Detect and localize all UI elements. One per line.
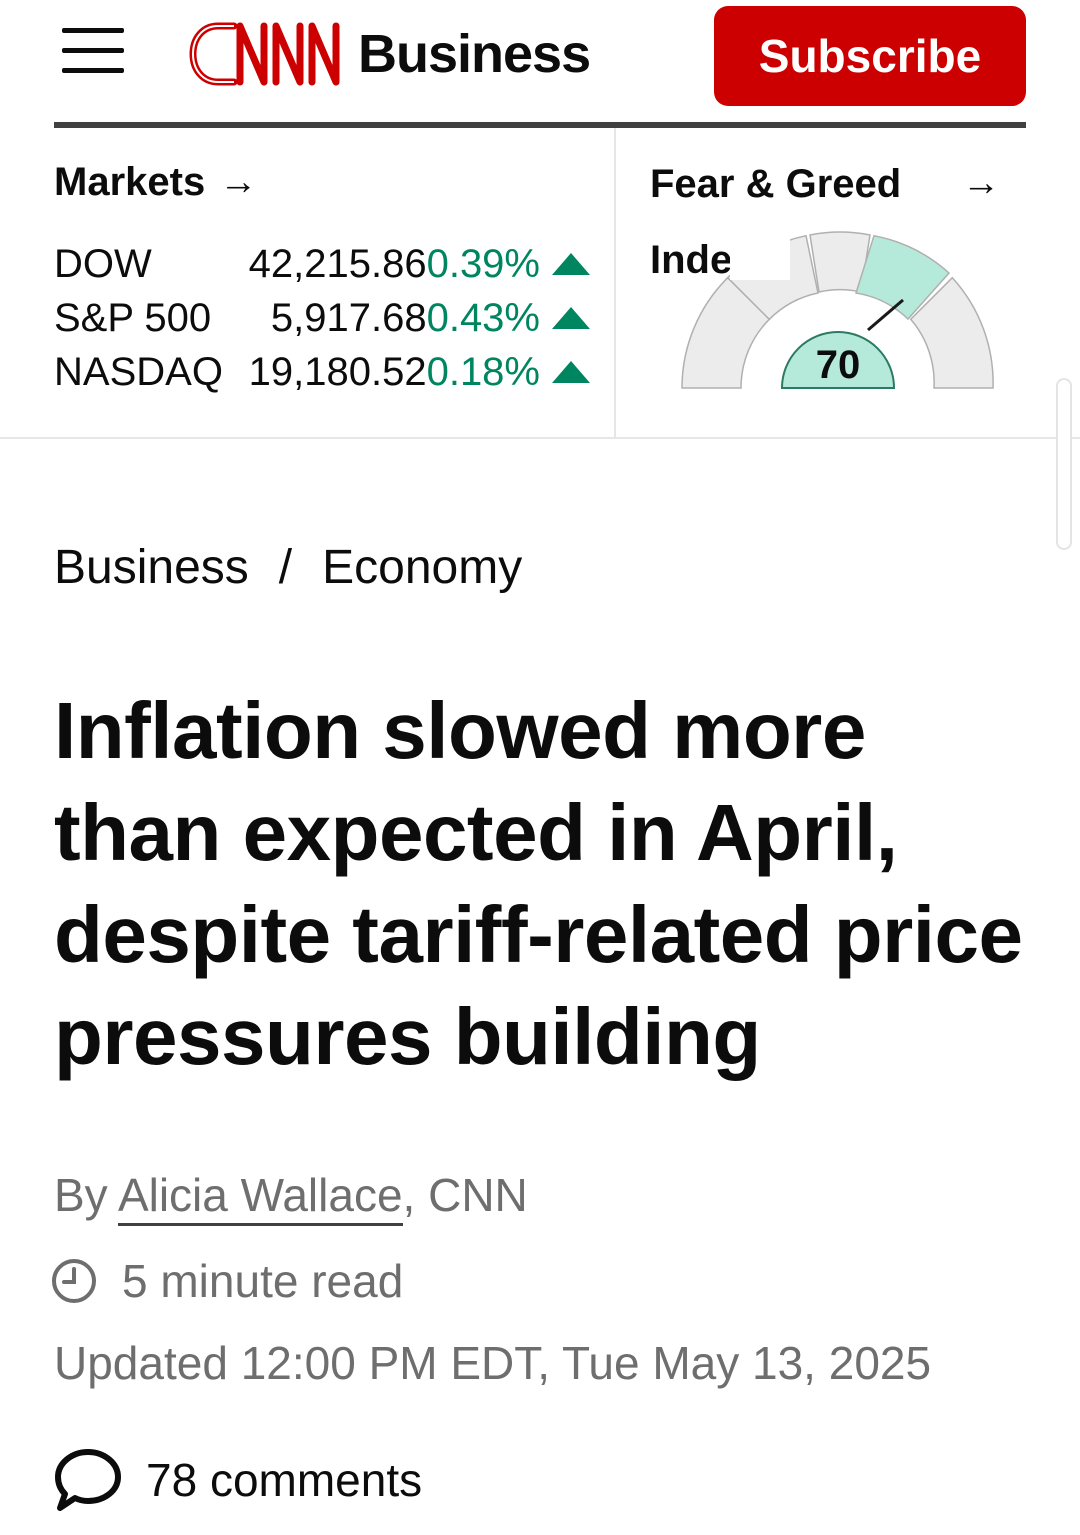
breadcrumb-economy[interactable]: Economy: [322, 541, 523, 594]
market-value: 5,917.68: [270, 295, 427, 340]
cnn-business-logo[interactable]: Business: [188, 16, 591, 92]
gauge-value-dial: [780, 331, 896, 389]
market-value: 19,180.52: [248, 349, 427, 394]
read-time-text: 5 minute read: [122, 1255, 404, 1307]
up-triangle-icon: [552, 361, 590, 383]
gauge-needle: [867, 298, 904, 332]
fear-greed-title: Fear & Greed: [650, 162, 902, 206]
fear-greed-link[interactable]: Fear & Greed → Index: [650, 162, 1020, 282]
market-row-dow[interactable]: DOW 42,215.86 0.39%: [54, 238, 594, 290]
market-row-nasdaq[interactable]: NASDAQ 19,180.52 0.18%: [54, 346, 594, 398]
author-link[interactable]: Alicia Wallace: [117, 1169, 403, 1226]
byline: By Alicia Wallace, CNN: [54, 1168, 528, 1226]
cnn-logo-icon: [189, 22, 340, 86]
subscribe-button[interactable]: Subscribe: [714, 6, 1026, 106]
breadcrumb: Business / Economy: [54, 540, 522, 595]
market-value: 42,215.86: [248, 241, 427, 286]
markets-bottom-divider: [0, 437, 1080, 439]
market-change: 0.18%: [426, 349, 540, 394]
markets-link[interactable]: Markets →: [54, 160, 257, 205]
breadcrumb-separator: /: [278, 541, 293, 594]
read-time: 5 minute read: [50, 1254, 403, 1308]
market-change: 0.43%: [426, 295, 540, 340]
byline-source: , CNN: [402, 1169, 528, 1221]
comments-count: 78 comments: [146, 1454, 423, 1506]
comments-link[interactable]: 78 comments: [52, 1444, 422, 1516]
market-row-sp500[interactable]: S&P 500 5,917.68 0.43%: [54, 292, 594, 344]
clock-icon: [52, 1259, 96, 1303]
header-divider: [54, 122, 1026, 128]
arrow-right-icon: →: [962, 162, 1000, 204]
markets-divider: [614, 128, 616, 438]
section-name: Business: [358, 24, 591, 84]
scrollbar-thumb[interactable]: [1056, 378, 1072, 550]
gauge-value: 70: [816, 343, 861, 387]
gauge-segment-greed: [855, 234, 951, 321]
updated-timestamp: Updated 12:00 PM EDT, Tue May 13, 2025: [54, 1337, 932, 1389]
comment-bubble-icon: [55, 1449, 121, 1511]
fear-greed-gauge[interactable]: 70: [670, 220, 1010, 400]
arrow-right-icon: →: [219, 161, 258, 203]
gauge-segment-extreme-greed: [909, 276, 994, 389]
up-triangle-icon: [552, 253, 590, 275]
market-name: S&P 500: [54, 295, 212, 340]
up-triangle-icon: [552, 307, 590, 329]
byline-prefix: By: [54, 1169, 118, 1221]
market-change: 0.39%: [426, 241, 540, 286]
breadcrumb-business[interactable]: Business: [54, 541, 249, 594]
hamburger-menu-icon[interactable]: [62, 26, 126, 76]
article-headline: Inflation slowed more than expected in A…: [54, 686, 1023, 1081]
markets-title: Markets: [54, 160, 206, 204]
market-name: NASDAQ: [54, 349, 223, 394]
market-name: DOW: [54, 241, 152, 286]
